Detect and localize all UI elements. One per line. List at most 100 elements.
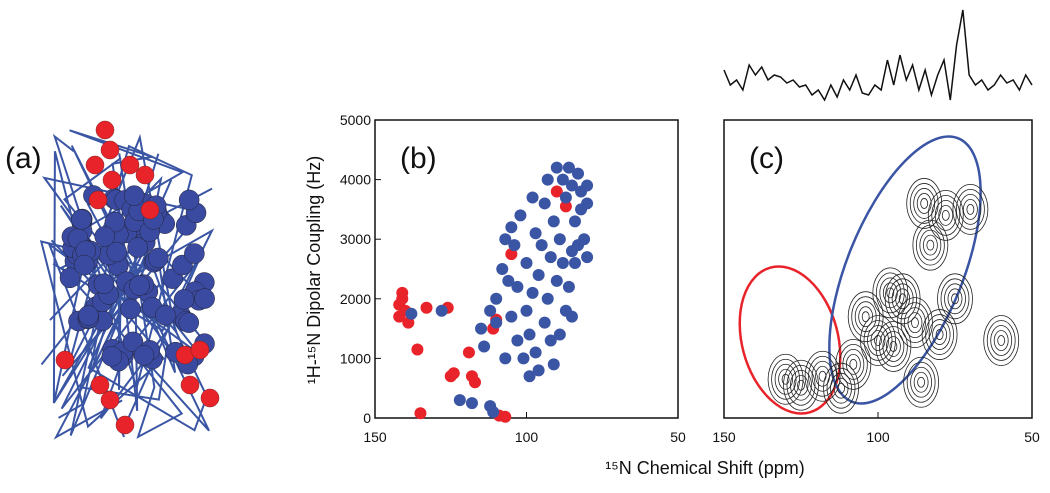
data-point bbox=[550, 161, 563, 174]
backbone bbox=[39, 240, 165, 440]
contour-line bbox=[847, 291, 884, 343]
residue bbox=[135, 165, 155, 185]
contour-line bbox=[932, 324, 947, 345]
contour-line bbox=[774, 363, 797, 395]
x-tick-label: 100 bbox=[515, 429, 539, 445]
x-tick-label: 150 bbox=[712, 429, 736, 445]
contour-line bbox=[906, 178, 943, 229]
contour-line bbox=[842, 348, 865, 380]
contour-line bbox=[851, 296, 881, 338]
data-point bbox=[532, 268, 545, 281]
residue bbox=[90, 375, 110, 395]
contour-line bbox=[854, 301, 877, 333]
residue bbox=[122, 331, 144, 353]
contour-line bbox=[879, 277, 902, 309]
residue bbox=[85, 155, 105, 175]
molecule-illustration bbox=[39, 120, 220, 440]
contour-line bbox=[818, 370, 827, 382]
data-point bbox=[475, 322, 488, 335]
data-point bbox=[535, 239, 548, 252]
data-point bbox=[562, 161, 575, 174]
residue bbox=[129, 275, 150, 296]
contour-line bbox=[913, 371, 929, 393]
data-point bbox=[465, 397, 478, 410]
backbone bbox=[42, 176, 204, 401]
residue bbox=[59, 267, 81, 289]
y-tick-label: 0 bbox=[363, 410, 371, 426]
contour-line bbox=[872, 267, 909, 319]
contour-line bbox=[951, 293, 959, 305]
residue bbox=[155, 304, 176, 326]
data-point bbox=[529, 346, 542, 359]
contour-line bbox=[838, 343, 868, 385]
data-point bbox=[559, 191, 572, 204]
contour-line bbox=[925, 314, 954, 355]
contour-line bbox=[888, 278, 918, 320]
panel-label: (c) bbox=[749, 142, 784, 175]
data-point bbox=[572, 167, 585, 180]
data-point bbox=[568, 215, 581, 228]
red-region bbox=[738, 265, 842, 415]
contour-line bbox=[952, 183, 989, 235]
contour-line bbox=[863, 320, 893, 361]
contour-line bbox=[928, 319, 951, 350]
contour-line bbox=[920, 198, 929, 209]
residue bbox=[115, 415, 135, 435]
data-point bbox=[538, 197, 551, 210]
contour-line bbox=[963, 198, 978, 220]
y-tick-label: 1000 bbox=[340, 350, 371, 366]
data-point bbox=[578, 233, 591, 246]
residue bbox=[55, 350, 75, 370]
data-point bbox=[532, 364, 545, 377]
contour-line bbox=[919, 229, 942, 261]
blue-region bbox=[828, 135, 982, 405]
residue bbox=[106, 241, 127, 263]
contour-line bbox=[913, 188, 936, 219]
contour-line bbox=[906, 361, 936, 403]
data-point bbox=[496, 263, 509, 275]
data-point bbox=[462, 346, 475, 359]
data-point bbox=[529, 227, 542, 240]
data-point bbox=[435, 304, 448, 317]
residue bbox=[180, 375, 200, 395]
residue bbox=[133, 345, 155, 366]
projection-trace bbox=[723, 9, 1033, 102]
residue bbox=[127, 237, 148, 258]
residue bbox=[140, 200, 160, 220]
data-point bbox=[499, 233, 512, 246]
data-point bbox=[405, 307, 418, 320]
data-point bbox=[526, 191, 539, 204]
data-point bbox=[490, 316, 503, 329]
data-point bbox=[511, 334, 524, 347]
data-point bbox=[517, 352, 530, 365]
contour-line bbox=[861, 311, 870, 323]
contour-line bbox=[793, 374, 809, 396]
contour-line bbox=[931, 194, 961, 236]
contour-line bbox=[941, 209, 950, 221]
residue bbox=[93, 273, 115, 294]
data-point bbox=[478, 340, 491, 353]
data-point bbox=[581, 179, 594, 192]
data-point bbox=[565, 310, 578, 323]
contour-line bbox=[916, 193, 932, 214]
residue bbox=[120, 155, 140, 175]
residue bbox=[95, 120, 115, 140]
residue bbox=[94, 226, 115, 247]
contour-line bbox=[903, 356, 940, 408]
residue bbox=[101, 346, 123, 367]
data-point bbox=[508, 239, 521, 252]
data-point bbox=[411, 343, 424, 356]
contour-line bbox=[956, 188, 985, 230]
data-point bbox=[499, 410, 512, 423]
contour-line bbox=[879, 326, 908, 367]
data-point bbox=[505, 221, 518, 234]
x-tick-label: 50 bbox=[670, 429, 686, 445]
contour-line bbox=[898, 293, 907, 305]
residue bbox=[78, 305, 99, 326]
residue bbox=[71, 209, 92, 230]
contour-line bbox=[790, 369, 812, 401]
contour-line bbox=[845, 353, 861, 375]
residue bbox=[74, 254, 95, 276]
contour-line bbox=[915, 224, 945, 266]
x-tick-label: 50 bbox=[1024, 429, 1040, 445]
